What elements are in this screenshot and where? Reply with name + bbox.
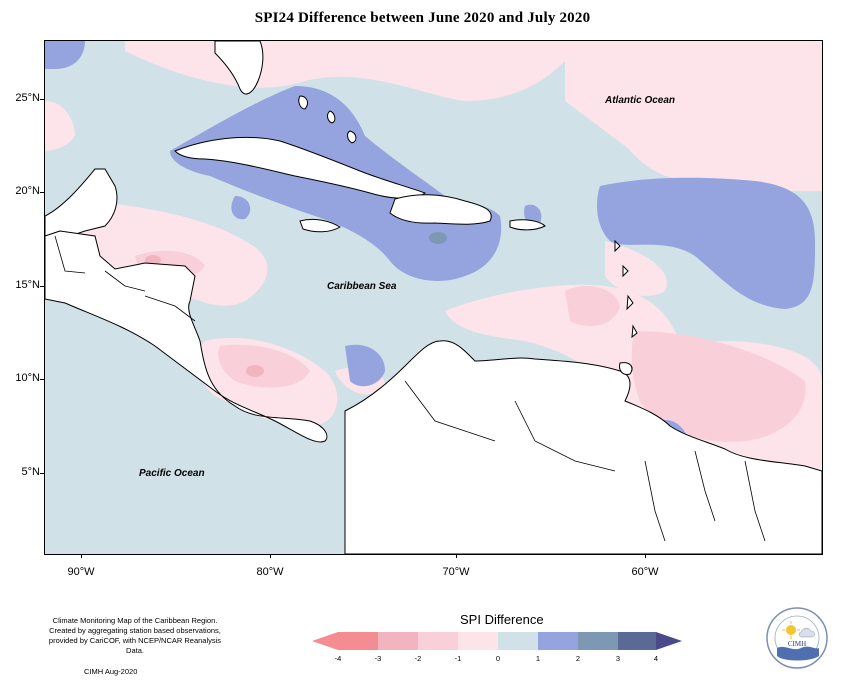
lon-tick-60w: 60°W [631, 566, 659, 578]
lat-tick-mark [40, 99, 44, 100]
lon-tick-mark [270, 554, 271, 558]
lat-tick-10n: 10°N [15, 372, 40, 384]
legend-swatch [538, 632, 578, 650]
legend-swatch [418, 632, 458, 650]
land-masses [45, 41, 822, 554]
logo-text: CIMH [788, 640, 806, 648]
credits-line-2: Created by aggregating station based obs… [49, 626, 221, 635]
lon-tick-80w: 80°W [256, 566, 284, 578]
legend-swatch [618, 632, 656, 650]
legend-swatch [458, 632, 498, 650]
cimh-logo: CIMH [766, 607, 828, 669]
legend-label: 0 [495, 654, 501, 663]
credits-line-1: Climate Monitoring Map of the Caribbean … [52, 616, 218, 625]
lat-tick-mark [40, 379, 44, 380]
legend-swatch [498, 632, 538, 650]
lat-tick-mark [40, 473, 44, 474]
legend-swatch [378, 632, 418, 650]
lon-tick-mark [645, 554, 646, 558]
legend-label: 2 [575, 654, 581, 663]
legend-label: 4 [653, 654, 659, 663]
legend-label: -1 [454, 654, 462, 663]
legend-swatch [578, 632, 618, 650]
legend-label: -2 [414, 654, 422, 663]
legend-label: 1 [535, 654, 541, 663]
lon-tick-mark [456, 554, 457, 558]
legend-label: 3 [615, 654, 621, 663]
map-title: SPI24 Difference between June 2020 and J… [254, 10, 591, 26]
legend-swatch-extend-low [312, 632, 338, 650]
spi-map [45, 41, 822, 554]
legend-label: -4 [334, 654, 342, 663]
legend-label: -3 [374, 654, 382, 663]
pacific-ocean-label: Pacific Ocean [139, 468, 205, 479]
strong-negative-areas [145, 255, 264, 377]
lat-tick-15n: 15°N [15, 279, 40, 291]
borders [54, 235, 766, 542]
lat-tick-mark [40, 286, 44, 287]
lat-tick-20n: 20°N [15, 185, 40, 197]
lon-tick-90w: 90°W [67, 566, 95, 578]
caribbean-sea-label: Caribbean Sea [327, 281, 397, 292]
lon-tick-70w: 70°W [442, 566, 470, 578]
map-panel[interactable]: Atlantic Ocean Caribbean Sea Pacific Oce… [44, 40, 823, 555]
legend-swatch-extend-high [656, 632, 682, 650]
lat-tick-5n: 5°N [21, 466, 40, 478]
legend-colorbar [312, 632, 682, 650]
legend-swatch [338, 632, 378, 650]
lat-tick-25n: 25°N [15, 92, 40, 104]
lon-tick-mark [81, 554, 82, 558]
credits-line-3: provided by CariCOF, with NCEP/NCAR Rean… [48, 636, 222, 655]
lat-tick-mark [40, 192, 44, 193]
atlantic-ocean-label: Atlantic Ocean [605, 95, 676, 106]
credits-date: CIMH Aug-2020 [84, 667, 138, 676]
legend-title: SPI Difference [460, 612, 544, 627]
map-credits: Climate Monitoring Map of the Caribbean … [40, 616, 230, 656]
